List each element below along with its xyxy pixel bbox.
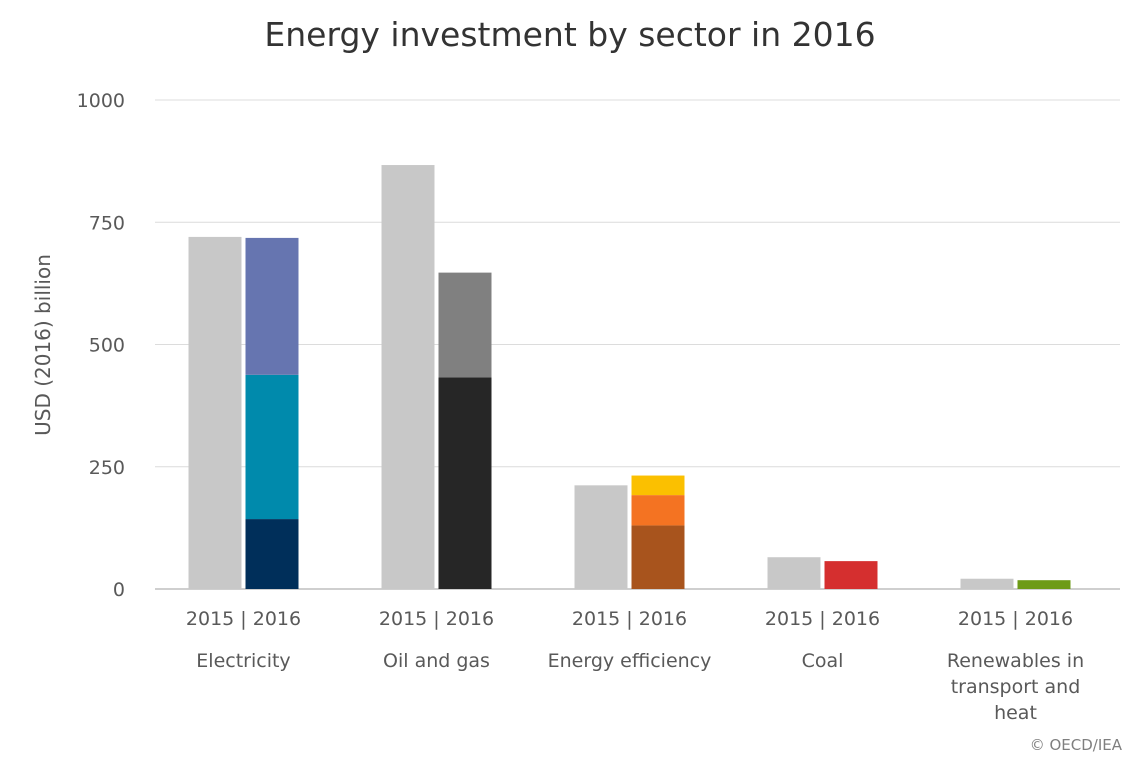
bars [188, 165, 1071, 590]
category-labels: 2015 | 2016 Electricity 2015 | 2016 Oil and… [186, 608, 1084, 724]
category-label: Electricity [196, 650, 290, 672]
bar-2016-segment [824, 561, 878, 589]
year-label: 2015 | 2016 [186, 608, 301, 630]
year-label: 2015 | 2016 [958, 608, 1073, 630]
bar-2015 [381, 165, 435, 590]
category-label: Oil and gas [383, 650, 490, 672]
bar-2015 [767, 557, 821, 589]
y-axis-label: USD (2016) billion [31, 254, 55, 436]
y-axis-ticks: 0 250 500 750 1000 [77, 90, 125, 601]
bar-2016-segment [245, 519, 299, 589]
chart-title: Energy investment by sector in 2016 [264, 15, 875, 54]
y-tick-label: 0 [113, 579, 125, 601]
bar-2016-segment [245, 237, 299, 375]
year-label: 2015 | 2016 [765, 608, 880, 630]
bar-2016-segment [245, 374, 299, 520]
category-label: Coal [802, 650, 844, 672]
year-label: 2015 | 2016 [379, 608, 494, 630]
y-tick-label: 750 [89, 212, 125, 234]
bar-2016-segment [631, 495, 685, 526]
bar-2016-segment [438, 272, 492, 378]
bar-2016-segment [631, 475, 685, 496]
category-label: Energy efficiency [548, 650, 712, 672]
bar-2015 [574, 485, 628, 589]
bar-2015 [960, 578, 1014, 589]
category-label: transport and [951, 676, 1081, 698]
bar-2016-segment [438, 377, 492, 589]
bar-2016-segment [1017, 580, 1071, 589]
category-label: Renewables in [947, 650, 1084, 672]
y-tick-label: 500 [89, 335, 125, 357]
credit-text: © OECD/IEA [1030, 736, 1123, 754]
y-tick-label: 1000 [77, 90, 125, 112]
year-label: 2015 | 2016 [572, 608, 687, 630]
bar-2016-segment [631, 525, 685, 589]
category-label: heat [994, 702, 1037, 724]
bar-2015 [188, 236, 242, 590]
y-tick-label: 250 [89, 457, 125, 479]
